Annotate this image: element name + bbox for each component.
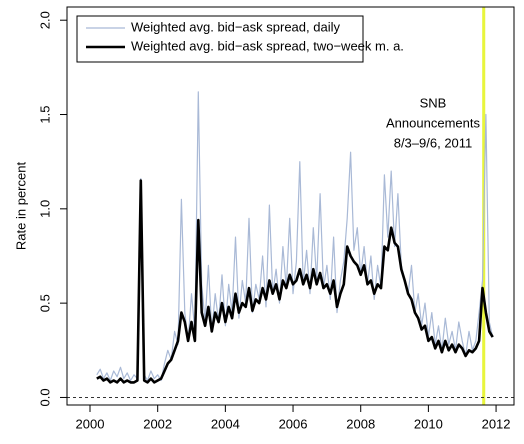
x-tick-label: 2006 — [279, 416, 308, 431]
y-tick-label: 2.0 — [37, 11, 52, 29]
x-tick-label: 2012 — [482, 416, 511, 431]
y-tick-label: 0.5 — [37, 294, 52, 312]
y-tick-label: 0.0 — [37, 388, 52, 406]
legend-label: Weighted avg. bid−ask spread, daily — [131, 19, 340, 34]
legend-box — [76, 15, 364, 63]
y-tick-label: 1.0 — [37, 200, 52, 218]
x-tick-label: 2008 — [346, 416, 375, 431]
legend-label: Weighted avg. bid−ask spread, two−week m… — [131, 38, 404, 53]
annotation: Announcements — [386, 115, 480, 130]
annotation: 8/3–9/6, 2011 — [394, 135, 473, 150]
x-tick-label: 2002 — [143, 416, 172, 431]
plot-frame — [66, 6, 515, 406]
x-tick-label: 2000 — [76, 416, 105, 431]
annotation: SNB — [420, 95, 447, 110]
y-tick-label: 1.5 — [37, 105, 52, 123]
x-tick-label: 2010 — [414, 416, 443, 431]
series-line — [96, 179, 494, 384]
x-tick-label: 2004 — [211, 416, 240, 431]
y-axis-label: Rate in percent — [13, 162, 28, 251]
